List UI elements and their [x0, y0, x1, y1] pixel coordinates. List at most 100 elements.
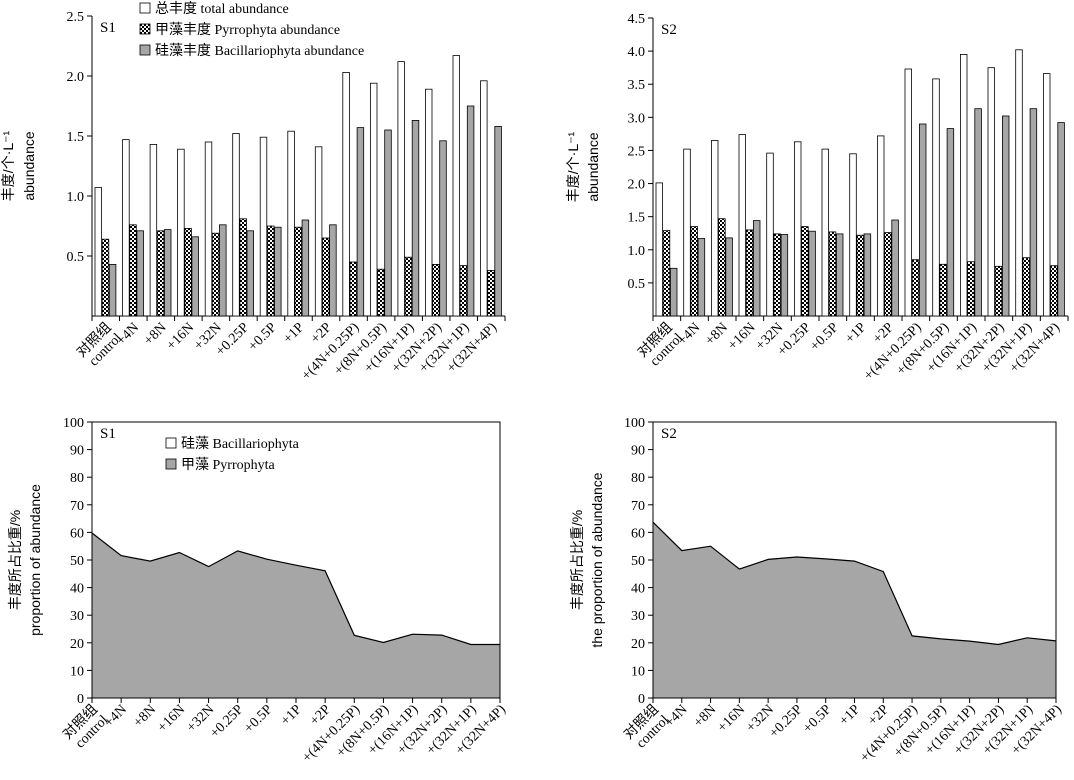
y-tick-label: 3.5: [628, 78, 646, 93]
bar-series1-cat5: [766, 152, 774, 317]
bar-series1-cat12: [960, 54, 968, 317]
y-tick-label: 100: [624, 416, 645, 431]
y-tick-label: 1.5: [67, 130, 85, 145]
y-tick-label: 80: [70, 471, 84, 486]
area-series2-fill: [92, 533, 500, 698]
y-tick-label: 10: [70, 664, 84, 679]
bar-series1-cat2: [122, 139, 130, 317]
y-tick-label: 50: [631, 554, 645, 569]
x-tick-label: +0.5P: [808, 320, 842, 354]
bar-series1-cat14: [452, 55, 460, 317]
bar-series3-cat6: [808, 230, 816, 317]
bar-series2-cat13: [994, 265, 1003, 317]
x-tick-label: +1P: [281, 320, 308, 347]
x-tick-label: 对照组control: [621, 701, 673, 753]
y-tick-label: 1.5: [628, 211, 646, 226]
bar-series1-cat11: [369, 82, 378, 317]
bar-series1-cat8: [287, 130, 295, 317]
bar-series2-cat7: [828, 231, 837, 317]
y-tick-label: 4.5: [628, 12, 646, 27]
x-tick-label: +0.5P: [800, 702, 834, 736]
area-series2-fill: [653, 522, 1056, 698]
bar-series3-cat12: [974, 108, 982, 317]
bar-series2-cat5: [211, 232, 220, 317]
y-tick-label: 60: [70, 526, 84, 541]
bar-series3-cat7: [836, 233, 844, 317]
y-tick-label: 20: [70, 637, 84, 652]
bar-series2-cat6: [239, 218, 247, 317]
bar-series1-cat5: [204, 141, 213, 317]
bar-series2-cat1: [662, 230, 671, 317]
y-tick-label: 2.0: [628, 178, 646, 193]
bar-series3-cat1: [670, 267, 678, 317]
y-tick-label: 1.0: [628, 244, 646, 259]
bar-series1-cat13: [424, 88, 433, 317]
legend: 硅藻 Bacillariophyta 甲藻 Pyrrophyta: [165, 436, 300, 473]
y-tick-label: 50: [70, 554, 84, 569]
bar-series2-cat15: [487, 269, 495, 317]
bar-series1-cat12: [397, 61, 405, 317]
bar-series2-cat8: [856, 234, 864, 317]
y-axis-label-line2: abundance: [585, 132, 601, 202]
bar-series3-cat14: [1029, 108, 1038, 317]
bar-series1-cat3: [711, 140, 719, 317]
y-axis-label-line1: 丰度所占比重/%: [7, 510, 23, 610]
bar-series2-cat11: [377, 268, 385, 317]
y-tick-label: 0: [77, 692, 84, 707]
bar-series2-cat2: [690, 226, 698, 317]
bar-series3-cat9: [329, 224, 337, 317]
bar-series3-cat15: [1057, 122, 1065, 317]
legend-label: 甲藻丰度 Pyrrophyta abundance: [155, 22, 340, 38]
y-tick-label: 90: [631, 444, 645, 459]
legend-label: 总丰度 total abundance: [155, 1, 289, 17]
area-boundary-line: [652, 521, 1057, 646]
y-tick-label: 2.5: [67, 10, 85, 25]
x-tick-label: +8N: [131, 702, 159, 730]
panel-title: S2: [661, 22, 677, 38]
bar-series1-cat7: [821, 148, 829, 317]
bar-series1-cat6: [232, 133, 240, 317]
bar-series2-cat14: [459, 265, 468, 317]
x-tick-label: +1P: [278, 702, 305, 729]
y-axis-label-line1: 丰度所占比重/%: [569, 510, 585, 610]
bar-series1-cat4: [738, 134, 746, 317]
bar-series1-cat2: [683, 148, 691, 317]
bar-series3-cat2: [697, 238, 706, 317]
panel-title: S2: [661, 426, 677, 442]
bar-series1-cat9: [877, 135, 885, 317]
y-tick-label: 30: [631, 609, 645, 624]
x-tick-label: +1P: [843, 320, 870, 347]
bar-series3-cat3: [163, 229, 172, 317]
bar-series2-cat3: [156, 230, 165, 317]
y-tick-label: 100: [63, 416, 84, 431]
bar-series1-cat8: [849, 153, 857, 317]
bar-series1-cat15: [1043, 73, 1051, 317]
legend-swatch: [165, 458, 177, 470]
bar-series1-cat3: [149, 143, 158, 317]
x-tick-label: 对照组control: [60, 701, 112, 753]
y-axis-label-line1: 丰度/个·L⁻¹: [0, 130, 16, 201]
bar-series2-cat1: [101, 238, 110, 317]
legend-swatch: [139, 2, 151, 14]
bar-series2-cat6: [801, 226, 809, 317]
y-axis-label-line2: the proportion of abundance: [589, 472, 605, 647]
y-tick-label: 0.5: [67, 250, 85, 265]
legend: 总丰度 total abundance 甲藻丰度 Pyrrophyta abund…: [139, 1, 364, 59]
y-tick-label: 30: [70, 609, 84, 624]
bar-series3-cat11: [384, 129, 392, 317]
bar-series3-cat11: [946, 128, 955, 317]
x-tick-label: +16N: [155, 702, 188, 735]
legend-label: 硅藻 Bacillariophyta: [181, 436, 300, 452]
legend-swatch: [165, 437, 177, 449]
bar-series2-cat12: [404, 256, 413, 317]
y-tick-label: 0: [638, 692, 645, 707]
bar-series2-cat7: [266, 225, 275, 317]
area-boundary-line: [91, 532, 500, 646]
x-tick-label: +0.5P: [242, 702, 276, 736]
legend-swatch: [139, 44, 151, 56]
x-tick-label: +16N: [725, 320, 758, 353]
bar-series3-cat15: [494, 126, 502, 317]
bar-series1-cat14: [1015, 49, 1023, 317]
bar-series1-cat7: [259, 136, 268, 317]
